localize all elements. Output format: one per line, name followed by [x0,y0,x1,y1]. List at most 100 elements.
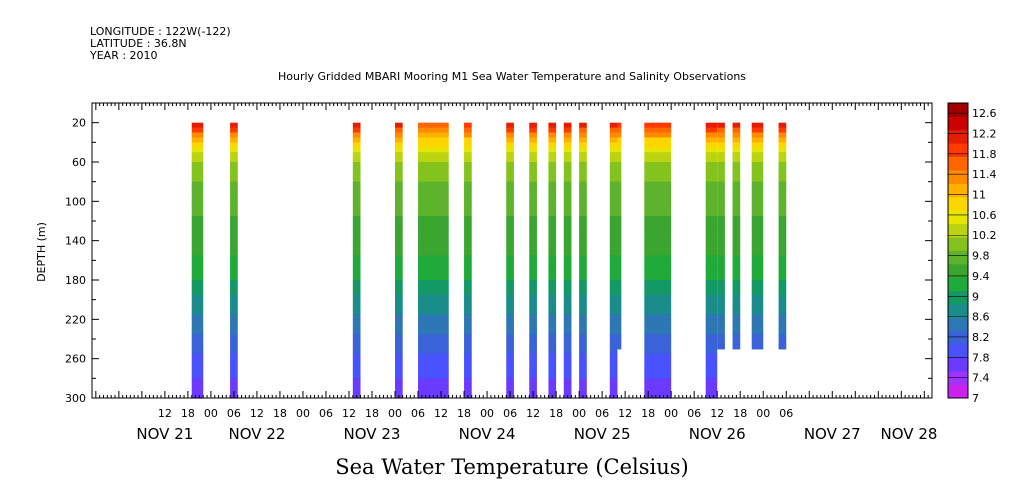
temperature-cell [778,132,787,139]
data-column [506,122,514,399]
temperature-cell [548,255,557,261]
temperature-cell [705,275,718,281]
temperature-cell [352,348,361,355]
temperature-cell [563,211,572,217]
temperature-cell [617,186,622,193]
temperature-cell [644,339,672,345]
temperature-cell [395,166,403,173]
temperature-cell [617,132,622,139]
temperature-cell [579,206,587,212]
temperature-cell [644,186,672,193]
colorbar-label: 8.2 [972,331,990,344]
temperature-cell [395,196,403,202]
temperature-cell [191,319,204,325]
temperature-cell [732,240,741,247]
temperature-cell [609,280,618,286]
temperature-cell [732,250,741,257]
temperature-cell [548,368,557,375]
temperature-cell [644,270,672,276]
temperature-cell [230,122,238,129]
temperature-cell [506,280,514,286]
temperature-cell [395,270,403,276]
temperature-cell [732,339,741,345]
temperature-cell [644,299,672,306]
temperature-cell [732,196,741,202]
temperature-cell [529,152,537,158]
temperature-cell [717,245,725,252]
x-hour-label: 00 [480,407,494,420]
temperature-cell [230,324,238,330]
x-hour-label: 00 [388,407,402,420]
temperature-cell [548,171,557,178]
y-tick-label: 140 [65,235,86,248]
temperature-cell [395,230,403,237]
temperature-cell [751,142,764,148]
temperature-cell [395,157,403,163]
temperature-cell [778,299,787,306]
temperature-cell [644,166,672,173]
temperature-cell [395,162,403,168]
temperature-cell [464,211,472,217]
temperature-cell [778,235,787,242]
temperature-cell [395,289,403,296]
temperature-cell [644,245,672,252]
temperature-cell [617,319,622,325]
x-hour-label: 00 [664,407,678,420]
y-tick-label: 300 [65,392,86,405]
temperature-cell [506,348,514,355]
temperature-cell [418,255,449,261]
temperature-cell [529,206,537,212]
temperature-cell [464,122,472,129]
temperature-cell [732,299,741,306]
x-hour-label: 00 [572,407,586,420]
temperature-cell [529,225,537,232]
temperature-cell [352,284,361,291]
temperature-cell [617,343,622,350]
temperature-cell [617,142,622,148]
temperature-cell [732,122,741,129]
temperature-cell [579,122,587,129]
temperature-cell [732,225,741,232]
temperature-cell [395,132,403,139]
temperature-cell [506,339,514,345]
temperature-cell [352,157,361,163]
temperature-cell [717,240,725,247]
temperature-cell [548,176,557,183]
temperature-cell [732,275,741,281]
temperature-cell [395,294,403,301]
temperature-cell [548,230,557,237]
temperature-cell [464,196,472,202]
temperature-cell [579,137,587,143]
temperature-cell [579,265,587,271]
temperature-cell [705,368,718,375]
temperature-cell [418,275,449,281]
temperature-cell [395,378,403,384]
temperature-cell [644,265,672,271]
temperature-cell [644,122,672,129]
colorbar-swatch [948,170,968,184]
temperature-cell [579,388,587,394]
temperature-cell [418,132,449,139]
temperature-cell [644,230,672,237]
temperature-cell [717,304,725,311]
temperature-cell [395,245,403,252]
temperature-cell [191,181,204,188]
temperature-cell [418,339,449,345]
temperature-cell [751,147,764,153]
temperature-cell [778,127,787,134]
temperature-cell [191,122,204,129]
temperature-cell [529,309,537,316]
temperature-cell [352,280,361,286]
temperature-cell [751,275,764,281]
temperature-cell [778,157,787,163]
temperature-cell [191,270,204,276]
temperature-cell [464,275,472,281]
temperature-cell [644,388,672,394]
temperature-cell [751,314,764,320]
temperature-cell [464,378,472,384]
temperature-cell [579,162,587,168]
temperature-cell [705,265,718,271]
temperature-cell [418,363,449,370]
temperature-cell [563,147,572,153]
temperature-cell [506,142,514,148]
